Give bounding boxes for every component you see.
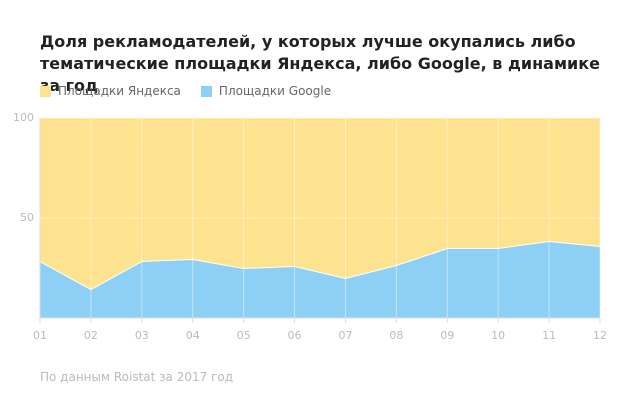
x-tick-label: 09 [440, 329, 454, 342]
x-tick-label: 08 [389, 329, 403, 342]
x-tick-label: 04 [186, 329, 200, 342]
legend-label: Площадки Яндекса [58, 84, 181, 98]
x-tick-label: 06 [288, 329, 302, 342]
y-tick-label: 50 [20, 211, 34, 224]
legend: Площадки Яндекса Площадки Google [40, 84, 331, 98]
x-tick-label: 07 [338, 329, 352, 342]
x-tick-label: 10 [491, 329, 505, 342]
legend-swatch [40, 85, 51, 97]
x-tick-label: 05 [237, 329, 251, 342]
y-tick-label: 100 [13, 111, 34, 124]
x-tick-label: 02 [84, 329, 98, 342]
legend-item: Площадки Google [200, 84, 332, 98]
legend-item: Площадки Яндекса [40, 84, 181, 98]
legend-label: Площадки Google [218, 84, 332, 98]
source-note: По данным Roistat за 2017 год [40, 370, 234, 384]
chart-title: Доля рекламодателей, у которых лучше оку… [40, 32, 600, 95]
legend-swatch [200, 85, 212, 97]
x-tick-label: 03 [135, 329, 149, 342]
x-tick-label: 12 [593, 329, 607, 342]
chart: 50 100 01 02 03 04 05 06 07 08 09 10 11 12 [13, 111, 607, 342]
area [40, 118, 600, 289]
x-tick-label: 11 [542, 329, 556, 342]
x-tick-label: 01 [33, 329, 47, 342]
